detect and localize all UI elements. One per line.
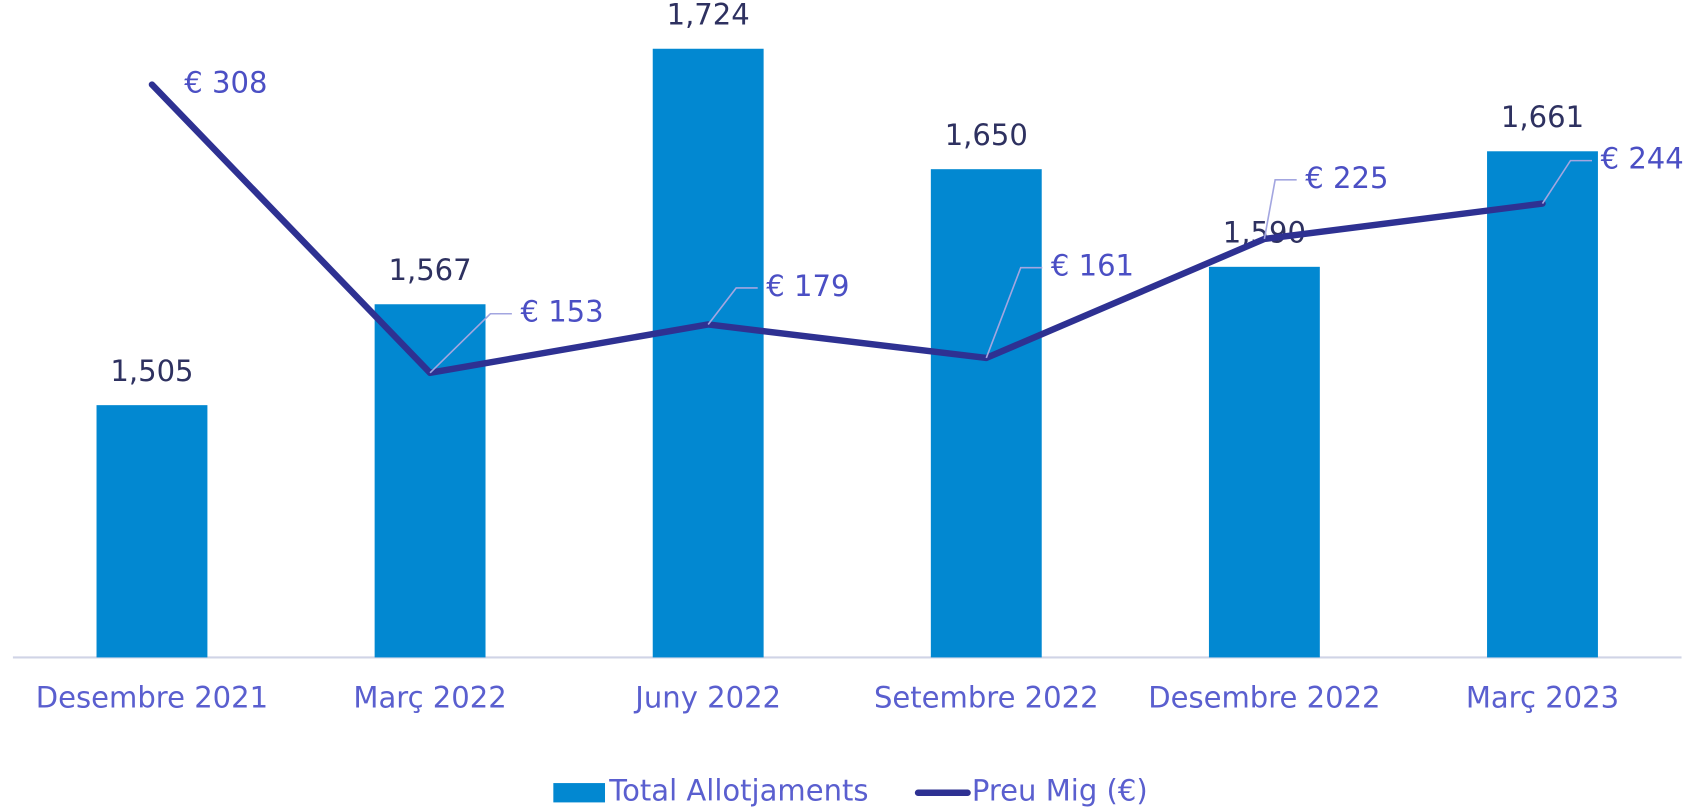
bar xyxy=(930,169,1042,658)
legend-label: Preu Mig (€) xyxy=(972,774,1148,808)
line-value-label: € 244 xyxy=(1601,142,1684,176)
legend-label: Total Allotjaments xyxy=(608,774,868,808)
bar xyxy=(374,304,486,658)
line-value-label: € 179 xyxy=(766,269,849,303)
leader-line xyxy=(707,287,758,325)
bar-value-label: 1,661 xyxy=(1501,100,1584,134)
legend-swatch xyxy=(553,783,606,803)
bar-value-label: 1,724 xyxy=(667,0,750,32)
leader-line xyxy=(1541,159,1593,205)
bar xyxy=(652,48,764,658)
line-value-label: € 225 xyxy=(1305,161,1388,195)
bar xyxy=(96,405,208,658)
x-tick-label: Setembre 2022 xyxy=(874,680,1099,714)
x-tick-label: Desembre 2021 xyxy=(36,680,268,714)
x-tick-label: Desembre 2022 xyxy=(1148,680,1380,714)
x-tick-label: Març 2022 xyxy=(353,680,506,714)
x-tick-label: Març 2023 xyxy=(1466,680,1619,714)
bar-value-label: 1,567 xyxy=(388,253,471,287)
line-value-label: € 308 xyxy=(184,66,267,100)
bar xyxy=(1208,266,1320,658)
bar xyxy=(1487,151,1598,658)
leader-line xyxy=(429,312,512,374)
x-tick-label: Juny 2022 xyxy=(633,680,781,714)
line xyxy=(148,81,1546,377)
leader-line xyxy=(1263,179,1297,240)
bar-value-label: 1,505 xyxy=(110,354,193,388)
line-value-label: € 153 xyxy=(521,295,604,329)
leader-line xyxy=(985,266,1043,359)
line-value-label: € 161 xyxy=(1051,249,1134,283)
bar-value-label: 1,650 xyxy=(945,118,1028,152)
